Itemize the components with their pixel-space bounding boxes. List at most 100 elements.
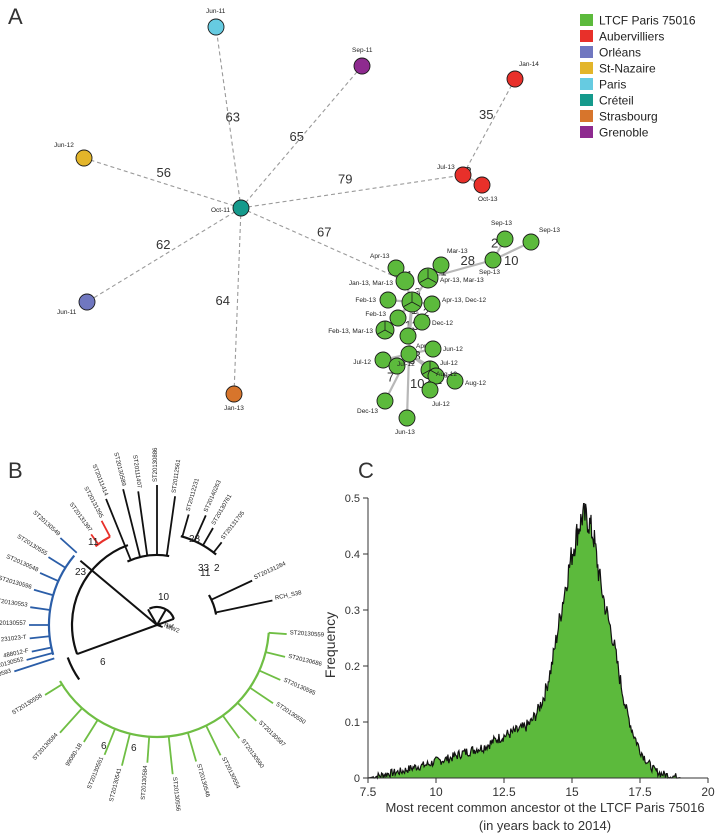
tree-branch	[44, 683, 63, 696]
network-edge	[405, 353, 411, 419]
tree-bootstrap-value: 23	[189, 534, 201, 545]
legend-label: Paris	[599, 78, 626, 92]
tree-tip-label: ST20130596	[0, 576, 33, 591]
tree-bootstrap-value: 6	[101, 741, 107, 752]
tree-backbone	[156, 608, 167, 626]
tree-internal-arc	[207, 594, 218, 615]
legend-label: Orléans	[599, 46, 641, 60]
tree-tip-label: ST20130584	[32, 732, 60, 762]
tree-tip-label: ST20130886	[153, 447, 159, 482]
tree-branch	[187, 732, 198, 762]
chart-axes: 7.5 10 12.5 15 17.5 20 0 0.1 0.2 0.3 0.4 0.5	[345, 493, 715, 799]
tree-branch	[59, 707, 83, 734]
tree-branch	[210, 579, 253, 601]
chart-y-tick-label: 0.3	[345, 605, 360, 617]
tree-tip-label: ST20130553	[0, 598, 28, 609]
tree-bootstrap-value: 2	[214, 563, 220, 574]
network-edge-label: 10	[410, 376, 424, 391]
tree-branch	[249, 686, 274, 705]
transmission-network: 6365567962646735228102137101131121333321…	[54, 8, 560, 436]
tree-branch	[268, 631, 287, 635]
network-edge-label: 65	[290, 129, 304, 144]
network-node-label: Jun-13	[395, 429, 415, 436]
network-node-label: Oct-13	[478, 196, 498, 203]
tree-tip-label: ST20130587	[257, 720, 286, 749]
network-node-label: Jun-11	[206, 8, 226, 15]
tree-tip-label: ST20112561	[172, 458, 183, 493]
tree-tip-label: ST20131397	[68, 502, 93, 534]
tree-tip-label: ST20131284	[253, 561, 287, 581]
network-node	[395, 271, 415, 291]
tree-branch	[265, 651, 286, 658]
network-edge-label: 7	[387, 370, 394, 385]
network-edge-label: 10	[504, 253, 518, 268]
network-node	[75, 149, 93, 167]
network-node-label: Sep-11	[352, 47, 373, 54]
legend-swatch	[580, 94, 593, 106]
network-edge	[215, 26, 242, 209]
network-node	[232, 199, 250, 217]
tree-branch	[26, 652, 53, 661]
tree-branch	[33, 588, 54, 597]
network-edge	[240, 65, 363, 209]
chart-y-tick-label: 0.2	[345, 661, 360, 673]
network-edges: 6365567962646735228102137101131121333321	[83, 26, 532, 419]
chart-x-tick-label: 10	[429, 785, 443, 799]
tree-internal-arc	[66, 657, 81, 681]
network-node	[413, 313, 431, 331]
network-node-label: Jul-12	[432, 401, 450, 408]
network-node-label: Feb-13, Mar-13	[328, 328, 373, 335]
tree-internal-arc	[47, 554, 76, 656]
network-node	[506, 70, 524, 88]
network-node-label: Mar-13	[447, 248, 468, 255]
tree-tip-label: ST20130546	[195, 763, 210, 798]
network-node	[353, 57, 371, 75]
legend-swatch	[580, 62, 593, 74]
network-edge-label: 28	[461, 253, 475, 268]
network-node	[522, 233, 540, 251]
tree-branch	[59, 537, 78, 554]
network-node	[496, 230, 514, 248]
legend-label: Grenoble	[599, 126, 649, 140]
network-node-label: Jul-12	[440, 360, 458, 367]
network-node	[421, 381, 439, 399]
tree-internal-arc	[126, 553, 170, 563]
tree-internal-arc	[148, 605, 175, 620]
network-node	[389, 309, 407, 327]
network-node-label: Jan-14	[519, 61, 539, 68]
tree-bootstrap-value: 11	[200, 568, 211, 579]
network-node	[473, 176, 491, 194]
network-node-label: Feb-13	[365, 311, 386, 318]
network-node	[424, 340, 442, 358]
network-edge-label: 2	[423, 307, 429, 319]
tree-backbone	[76, 624, 158, 656]
tree-tip-label: ST20130555	[16, 534, 49, 558]
network-node-label: Sep-13	[479, 269, 500, 276]
network-node-label: Jun-12	[54, 142, 74, 149]
network-node	[376, 392, 394, 410]
network-node-spoke	[384, 329, 394, 335]
network-node-label: Apr-13	[370, 253, 390, 260]
tree-branch	[215, 599, 273, 614]
network-node-spoke	[421, 369, 431, 375]
network-edge-label: 62	[156, 237, 170, 252]
tree-branch	[105, 498, 132, 561]
tree-branch	[205, 725, 222, 756]
tree-backbone	[79, 559, 158, 626]
tree-internal-arc	[70, 544, 129, 655]
tree-branch	[29, 635, 50, 640]
tree-tip-label: ST20130589	[112, 452, 126, 487]
network-node	[207, 18, 225, 36]
network-node	[388, 357, 406, 375]
legend-label: LTCF Paris 75016	[599, 14, 696, 28]
tree-tip-label: ST20130541	[109, 767, 123, 802]
chart-y-tick-label: 0.5	[345, 493, 360, 505]
tree-branch	[30, 606, 51, 611]
network-edge-label: 2	[491, 236, 498, 251]
network-node	[454, 166, 472, 184]
tree-branch	[165, 496, 176, 556]
tree-branch	[193, 515, 207, 542]
network-node-spoke	[419, 277, 429, 283]
chart-x-tick-label: 12.5	[492, 785, 516, 799]
tree-tip-label: ST20130593	[0, 668, 13, 685]
